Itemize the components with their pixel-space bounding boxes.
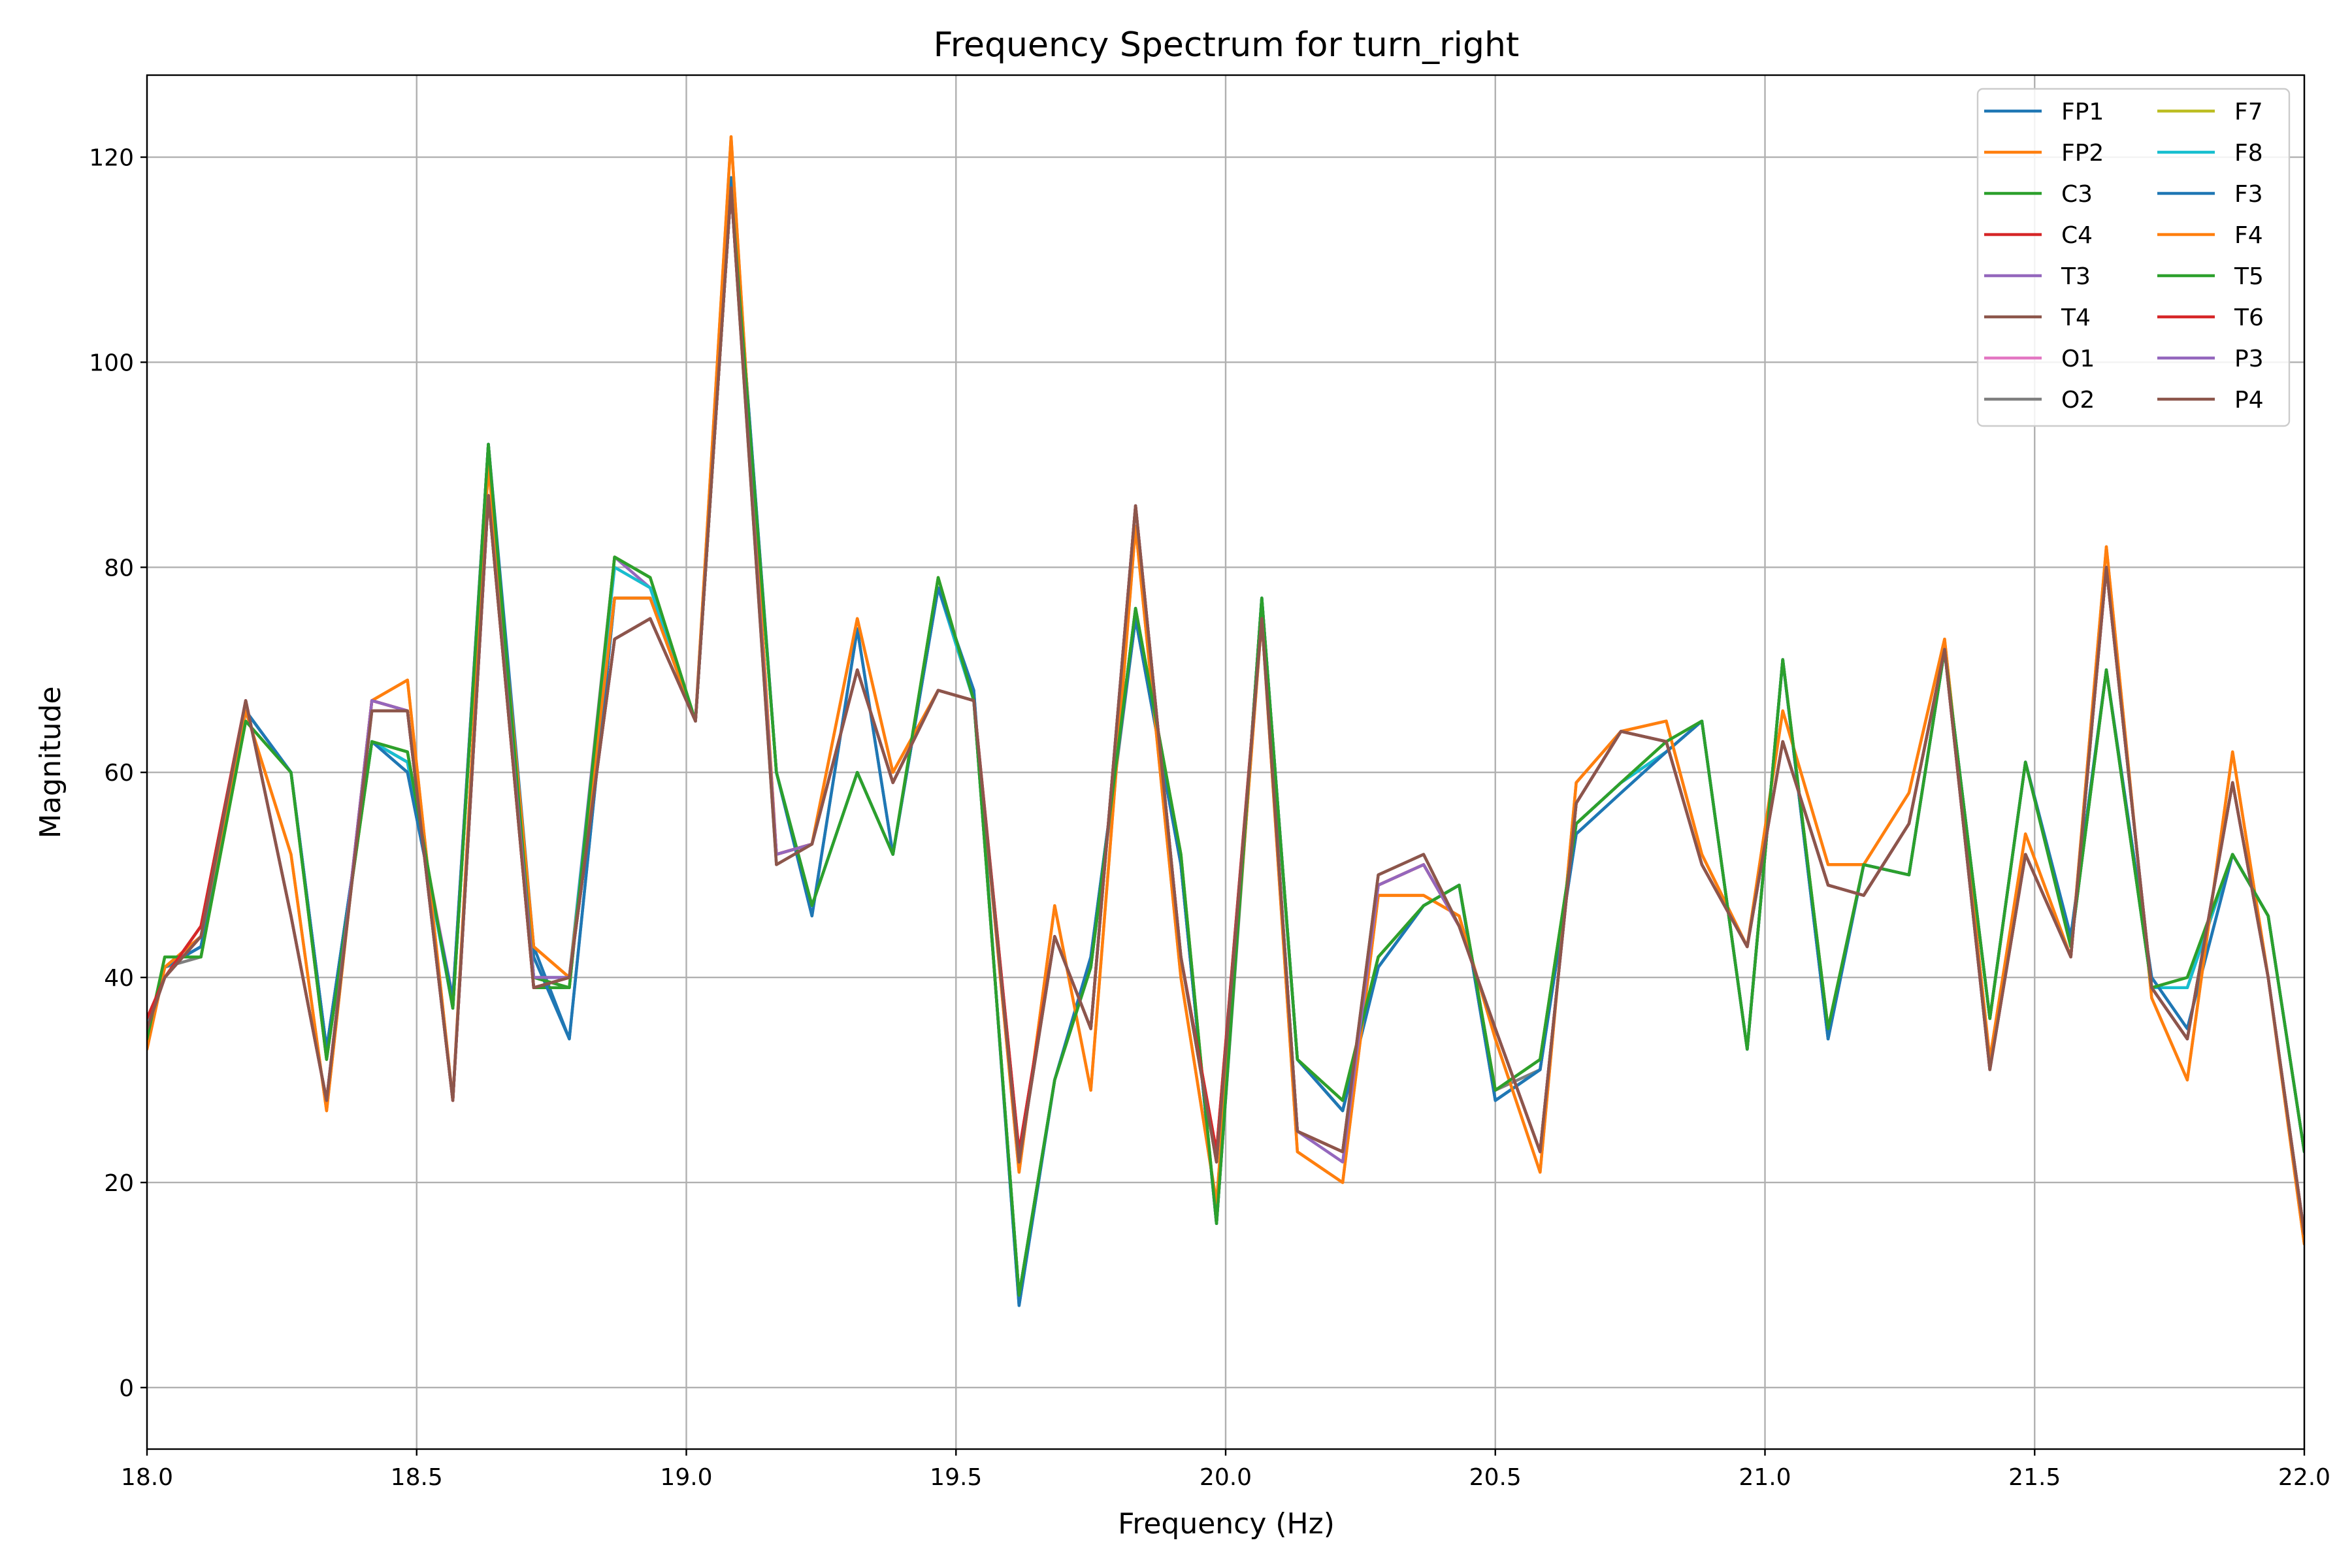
y-tick-label: 60 xyxy=(104,760,134,787)
x-tick-label: 20.0 xyxy=(1200,1464,1252,1491)
legend-label-c3: C3 xyxy=(2061,181,2093,208)
y-axis-ticks: 0 20 40 60 80 100 120 xyxy=(89,145,147,1402)
y-tick-label: 80 xyxy=(104,555,134,581)
legend-label-t4: T4 xyxy=(2061,304,2091,331)
legend-label-fp2: FP2 xyxy=(2061,140,2104,167)
x-tick-label: 19.0 xyxy=(660,1464,712,1491)
y-tick-label: 0 xyxy=(119,1375,134,1402)
y-axis-title: Magnitude xyxy=(34,686,67,838)
legend-label-f8: F8 xyxy=(2234,140,2263,167)
x-axis-title: Frequency (Hz) xyxy=(1118,1507,1335,1541)
legend-label-o1: O1 xyxy=(2061,346,2095,372)
legend-label-c4: C4 xyxy=(2061,222,2093,249)
x-tick-label: 18.5 xyxy=(391,1464,443,1491)
legend-label-f7: F7 xyxy=(2234,99,2263,125)
series-lines xyxy=(147,135,2304,1307)
legend-label-f3: F3 xyxy=(2234,181,2263,208)
series-line-p4 xyxy=(147,186,2304,1235)
legend-label-t5: T5 xyxy=(2234,263,2264,290)
y-tick-label: 40 xyxy=(104,965,134,992)
legend-label-fp1: FP1 xyxy=(2061,99,2104,125)
y-tick-label: 100 xyxy=(89,350,134,376)
legend-label-f4: F4 xyxy=(2234,222,2263,249)
y-tick-label: 20 xyxy=(104,1170,134,1197)
legend-label-t3: T3 xyxy=(2061,263,2091,290)
x-tick-label: 21.5 xyxy=(2008,1464,2061,1491)
legend-label-t6: T6 xyxy=(2234,304,2264,331)
y-tick-label: 120 xyxy=(89,145,134,172)
x-tick-label: 21.0 xyxy=(1739,1464,1791,1491)
chart-title: Frequency Spectrum for turn_right xyxy=(934,25,1520,65)
legend: FP1 FP2 C3 C4 T3 T4 O1 O2 F7 F8 F3 F4 T5 T6 P3 P4 xyxy=(1976,88,2291,427)
legend-label-p3: P3 xyxy=(2234,346,2264,372)
legend-frame xyxy=(1976,88,2291,427)
y-grid xyxy=(147,156,2304,1389)
x-tick-label: 18.0 xyxy=(121,1464,173,1491)
legend-label-p4: P4 xyxy=(2234,387,2264,414)
x-tick-label: 20.5 xyxy=(1469,1464,1522,1491)
x-tick-label: 19.5 xyxy=(930,1464,982,1491)
legend-label-o2: O2 xyxy=(2061,387,2095,414)
x-axis-ticks: 18.0 18.5 19.0 19.5 20.0 20.5 21.0 21.5 22.0 xyxy=(121,1449,2330,1491)
x-tick-label: 22.0 xyxy=(2278,1464,2330,1491)
